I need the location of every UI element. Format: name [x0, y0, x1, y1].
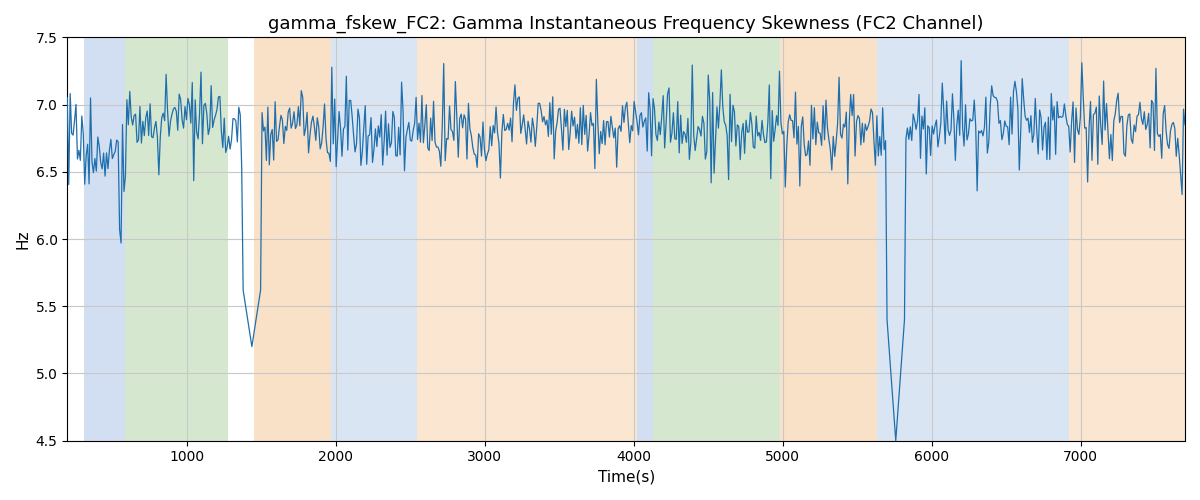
Bar: [418, 38, 636, 440]
Bar: [876, 38, 1069, 440]
Bar: [1069, 38, 1193, 440]
Bar: [125, 38, 228, 440]
X-axis label: Time(s): Time(s): [598, 470, 655, 485]
Bar: [331, 38, 418, 440]
Bar: [780, 38, 876, 440]
Title: gamma_fskew_FC2: Gamma Instantaneous Frequency Skewness (FC2 Channel): gamma_fskew_FC2: Gamma Instantaneous Fre…: [269, 15, 984, 34]
Bar: [84, 38, 125, 440]
Bar: [636, 38, 653, 440]
Y-axis label: Hz: Hz: [16, 230, 30, 249]
Bar: [253, 38, 331, 440]
Bar: [653, 38, 780, 440]
